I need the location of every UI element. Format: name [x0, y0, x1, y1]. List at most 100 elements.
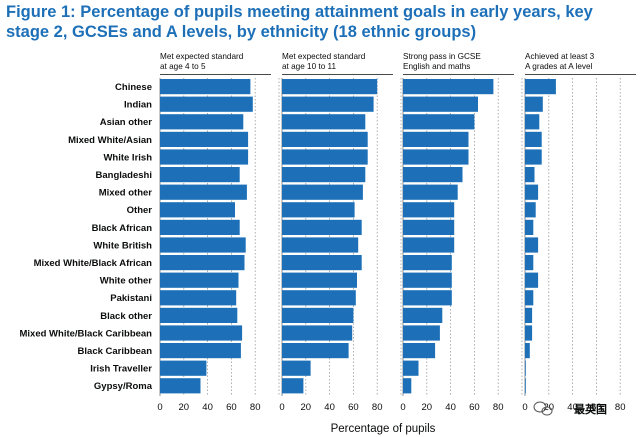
bar [282, 378, 304, 394]
bar [160, 219, 240, 235]
category-label: Mixed White/Asian [68, 135, 152, 146]
bar [282, 96, 374, 112]
bar [160, 272, 239, 288]
bar [282, 79, 378, 95]
bar [403, 255, 452, 271]
bar [525, 202, 536, 218]
bar [403, 131, 469, 147]
bar [525, 167, 535, 183]
bar [525, 219, 534, 235]
panel-title: at age 4 to 5 [160, 62, 206, 71]
bar [525, 307, 533, 323]
bar [160, 184, 247, 200]
bar [160, 131, 249, 147]
panel-title: Met expected standard [282, 52, 366, 61]
category-label: Gypsy/Roma [94, 381, 153, 392]
bar [403, 96, 478, 112]
bar [160, 167, 240, 183]
bar [282, 167, 366, 183]
bar [525, 96, 543, 112]
bar [282, 114, 366, 130]
bar [160, 96, 253, 112]
panel-title: Achieved at least 3 [525, 52, 595, 61]
bar [282, 184, 363, 200]
tick-label: 60 [348, 402, 359, 413]
bar [525, 343, 530, 359]
bar [403, 79, 494, 95]
bar [403, 378, 412, 394]
category-label: White other [100, 276, 153, 287]
tick-label: 40 [324, 402, 335, 413]
bar [160, 237, 246, 253]
bar [160, 360, 207, 376]
bar [282, 131, 368, 147]
panel-title: English and maths [403, 62, 470, 71]
panel-title: Met expected standard [160, 52, 244, 61]
bar [525, 237, 539, 253]
tick-label: 40 [202, 402, 213, 413]
panel-title: at age 10 to 11 [282, 62, 336, 71]
bar [403, 219, 455, 235]
bar [403, 184, 458, 200]
bar [403, 343, 436, 359]
category-label: Black Caribbean [78, 346, 153, 357]
watermark-text: 最英国 [574, 402, 607, 416]
category-label: Pakistani [110, 293, 152, 304]
tick-label: 40 [445, 402, 456, 413]
chart-title: Figure 1: Percentage of pupils meeting a… [6, 3, 593, 41]
bar [525, 378, 526, 394]
bar [160, 378, 201, 394]
category-label: Black African [92, 223, 153, 234]
bar [525, 272, 539, 288]
category-label: Chinese [115, 82, 152, 93]
category-labels: Chinese Indian Asian other Mixed White/Asia… [19, 82, 152, 392]
bar [282, 290, 356, 306]
bar [403, 202, 455, 218]
tick-label: 20 [422, 402, 433, 413]
tick-label: 0 [522, 402, 527, 413]
bar [403, 167, 463, 183]
tick-label: 60 [591, 402, 602, 413]
bar [525, 114, 540, 130]
tick-label: 80 [493, 402, 504, 413]
bar [525, 131, 542, 147]
category-label: Bangladeshi [96, 170, 153, 181]
tick-label: 80 [372, 402, 383, 413]
panel-title: Strong pass in GCSE [403, 52, 481, 61]
category-label: Indian [124, 100, 152, 111]
bar [160, 325, 243, 341]
bar [282, 343, 349, 359]
tick-label: 60 [469, 402, 480, 413]
bar [525, 149, 542, 165]
bar [403, 307, 443, 323]
bar [403, 237, 455, 253]
bar [525, 184, 539, 200]
bar [160, 255, 245, 271]
bar [282, 219, 362, 235]
bar [160, 290, 237, 306]
bar [282, 237, 359, 253]
tick-label: 80 [615, 402, 626, 413]
bar [160, 307, 238, 323]
tick-label: 80 [250, 402, 261, 413]
bar [403, 114, 475, 130]
bar [160, 202, 235, 218]
tick-label: 20 [179, 402, 190, 413]
bar [282, 325, 353, 341]
bar [160, 114, 244, 130]
tick-label: 0 [279, 402, 284, 413]
x-axis-label: Percentage of pupils [331, 423, 436, 435]
bar [160, 79, 251, 95]
tick-label: 0 [400, 402, 405, 413]
category-label: Irish Traveller [90, 364, 152, 375]
bar [282, 272, 357, 288]
category-label: Mixed White/Black Caribbean [19, 328, 152, 339]
panel-title: A grades at A level [525, 62, 593, 71]
tick-label: 40 [567, 402, 578, 413]
bar [282, 202, 355, 218]
